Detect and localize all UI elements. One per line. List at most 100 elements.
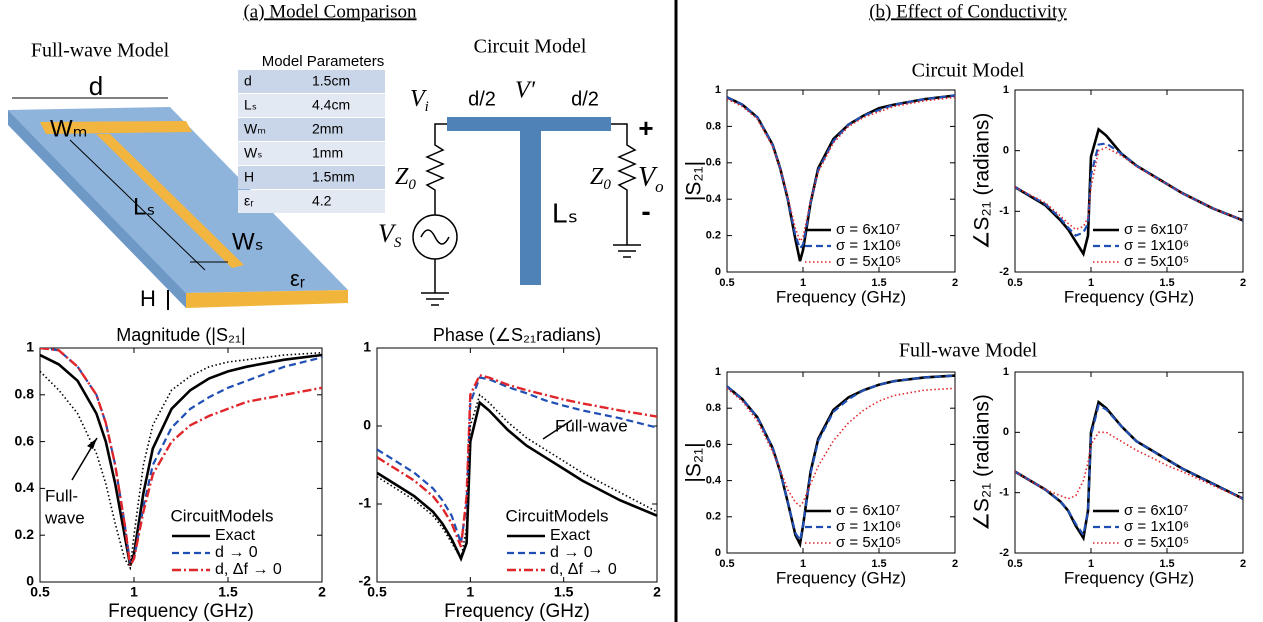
y-tick-label: 1 bbox=[715, 366, 721, 378]
y-axis-label: |S₂₁| bbox=[683, 161, 706, 201]
annotation: Full- bbox=[45, 486, 78, 505]
x-tick-label: 0.5 bbox=[30, 584, 50, 600]
label-main: V bbox=[410, 86, 427, 112]
series-line bbox=[727, 374, 955, 544]
geometry-label: εᵣ bbox=[290, 266, 305, 291]
geometry-label: H bbox=[140, 286, 156, 311]
y-tick-label: 1 bbox=[363, 339, 371, 355]
y-tick-label: 0.4 bbox=[15, 479, 35, 495]
y-axis-label: |S₂₁| bbox=[683, 442, 706, 482]
label-main: Z bbox=[395, 164, 409, 190]
series-line bbox=[377, 400, 657, 562]
table-cell: εᵣ bbox=[244, 193, 254, 209]
annotation: wave bbox=[44, 508, 85, 527]
circuit-title: Circuit Model bbox=[474, 36, 587, 58]
x-tick-label: 1.5 bbox=[1159, 277, 1174, 289]
series-line bbox=[1015, 127, 1243, 258]
label-sub: 0 bbox=[408, 177, 416, 193]
label-sub: S bbox=[394, 235, 402, 251]
table-row bbox=[238, 190, 385, 213]
y-tick-label: 0 bbox=[363, 417, 371, 433]
x-tick-label: 1 bbox=[1088, 277, 1094, 289]
chart-title: Phase (∠S₂₁radians) bbox=[433, 325, 601, 345]
legend-label: d, Δf → 0 bbox=[215, 561, 282, 578]
y-axis-label: ∠S₂₁ (radians) bbox=[971, 394, 994, 531]
resistor bbox=[611, 123, 637, 245]
y-tick-label: 0.6 bbox=[706, 438, 721, 450]
source-wave bbox=[420, 229, 450, 245]
x-tick-label: 1 bbox=[466, 584, 474, 600]
circuit-label: d/2 bbox=[468, 88, 496, 110]
annotation: Full-wave bbox=[555, 416, 628, 435]
geometry-label: Lₛ bbox=[133, 193, 155, 220]
circuit-label: + bbox=[638, 113, 653, 143]
table-cell: Lₛ bbox=[244, 97, 257, 113]
table-cell: 4.2 bbox=[312, 193, 332, 209]
y-tick-label: -1 bbox=[999, 487, 1009, 499]
y-tick-label: 0 bbox=[1003, 426, 1009, 438]
y-tick-label: 0 bbox=[1003, 145, 1009, 157]
x-tick-label: 1.5 bbox=[218, 584, 238, 600]
legend-label: σ = 5x10⁵ bbox=[1124, 253, 1189, 270]
legend-label: σ = 6x10⁷ bbox=[836, 221, 900, 238]
table-cell: 2mm bbox=[312, 121, 343, 137]
y-tick-label: -2 bbox=[359, 573, 372, 589]
series-line bbox=[377, 376, 657, 544]
x-axis-label: Frequency (GHz) bbox=[108, 601, 254, 622]
annotation-arrow bbox=[542, 419, 573, 440]
y-tick-label: -2 bbox=[999, 266, 1009, 278]
legend-label: σ = 5x10⁵ bbox=[836, 253, 901, 270]
table-cell: Wₛ bbox=[244, 145, 262, 161]
table-row bbox=[238, 70, 385, 93]
x-axis-label: Frequency (GHz) bbox=[444, 601, 590, 622]
legend-label: σ = 6x10⁷ bbox=[836, 502, 900, 519]
plot-area bbox=[1014, 89, 1244, 273]
legend-label: σ = 1x10⁶ bbox=[1124, 237, 1189, 254]
x-tick-label: 1.5 bbox=[554, 584, 574, 600]
chart-title: Magnitude (|S₂₁| bbox=[116, 325, 245, 345]
series-line bbox=[377, 373, 657, 548]
resistor bbox=[425, 123, 447, 215]
plot-area bbox=[39, 347, 323, 583]
table-row bbox=[238, 142, 385, 165]
y-tick-label: -2 bbox=[999, 547, 1009, 559]
y-axis-label: ∠S₂₁ (radians) bbox=[971, 113, 994, 250]
y-tick-label: 0.4 bbox=[706, 193, 722, 205]
y-tick-label: 0.2 bbox=[706, 511, 721, 523]
table-cell: d bbox=[244, 73, 252, 89]
y-tick-label: 0.2 bbox=[706, 230, 721, 242]
panel-heading: (a) Model Comparison bbox=[243, 1, 417, 22]
label-main: V bbox=[378, 219, 397, 248]
legend-title: CircuitModels bbox=[506, 506, 609, 525]
plot-area bbox=[376, 347, 658, 583]
table-cell: H bbox=[244, 169, 254, 185]
geometry-label: Wₛ bbox=[232, 228, 264, 255]
stub-segment bbox=[520, 131, 541, 285]
legend-label: σ = 6x10⁷ bbox=[1124, 502, 1188, 519]
x-axis-label: Frequency (GHz) bbox=[776, 568, 906, 587]
y-tick-label: 0 bbox=[715, 547, 721, 559]
x-tick-label: 2 bbox=[653, 584, 661, 600]
series-line bbox=[377, 393, 657, 561]
x-tick-label: 1 bbox=[800, 277, 806, 289]
table-cell: Wₘ bbox=[244, 121, 266, 137]
geometry-label: Wₘ bbox=[50, 115, 88, 142]
circuit-label: - bbox=[641, 195, 650, 226]
geometry-label: d bbox=[89, 71, 103, 101]
x-tick-label: 2 bbox=[1240, 558, 1246, 570]
x-axis-label: Frequency (GHz) bbox=[1064, 287, 1194, 306]
label-main: Z bbox=[590, 164, 604, 190]
dim-line bbox=[69, 139, 206, 271]
arrow-head bbox=[87, 438, 97, 449]
y-tick-label: -1 bbox=[999, 205, 1009, 217]
x-tick-label: 1.5 bbox=[871, 558, 886, 570]
series-line bbox=[40, 348, 322, 570]
table-row bbox=[238, 166, 385, 189]
y-tick-label: 0.8 bbox=[706, 402, 721, 414]
stub bbox=[96, 134, 244, 268]
circuit-label: Z0 bbox=[590, 164, 611, 194]
y-tick-label: 0.6 bbox=[706, 157, 721, 169]
legend-label: σ = 5x10⁵ bbox=[836, 534, 901, 551]
label-main: V bbox=[638, 162, 658, 193]
